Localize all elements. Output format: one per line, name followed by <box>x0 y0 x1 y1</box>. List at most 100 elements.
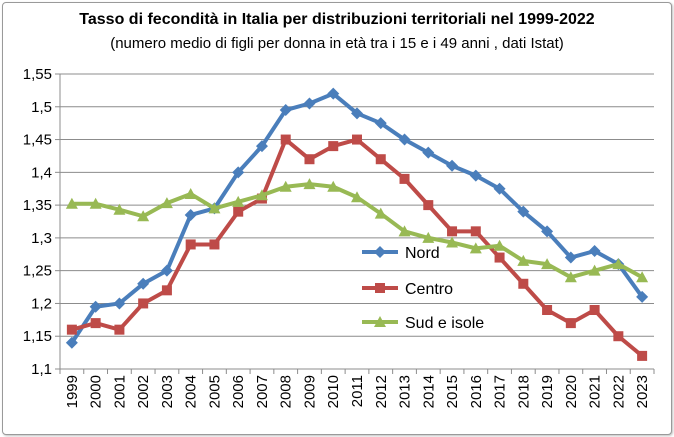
data-point <box>328 141 339 152</box>
data-point <box>588 245 601 257</box>
x-tick-label: 2010 <box>325 375 342 408</box>
data-point <box>588 264 601 276</box>
x-tick-label: 2022 <box>610 375 627 408</box>
data-point <box>209 239 220 250</box>
legend-marker <box>374 246 386 258</box>
legend-label: Nord <box>405 245 440 262</box>
data-point <box>423 200 434 211</box>
data-point <box>469 242 482 254</box>
x-tick-label: 2000 <box>88 375 105 408</box>
data-point <box>185 239 196 250</box>
x-tick-label: 2002 <box>135 375 152 408</box>
data-point <box>208 202 221 214</box>
data-point <box>493 182 506 195</box>
x-tick-label: 2008 <box>278 375 295 408</box>
series-group <box>65 87 649 361</box>
data-point <box>255 189 268 201</box>
x-tick-label: 2021 <box>587 375 604 408</box>
x-tick-label: 2004 <box>183 375 200 408</box>
x-tick-label: 2013 <box>397 375 414 408</box>
data-point <box>161 285 172 296</box>
y-tick-label: 1,2 <box>31 295 52 312</box>
y-tick-label: 1,35 <box>23 197 52 214</box>
data-point <box>303 97 316 110</box>
data-point <box>255 140 268 153</box>
data-point <box>137 277 150 290</box>
data-point <box>493 239 506 251</box>
data-point <box>352 134 362 145</box>
data-point <box>422 231 435 243</box>
x-tick-label: 2007 <box>254 375 271 408</box>
data-point <box>303 178 316 190</box>
data-point <box>327 180 340 192</box>
x-tick-label: 2009 <box>301 375 318 408</box>
data-point <box>374 207 387 219</box>
data-point <box>113 203 126 215</box>
y-axis-ticks: 1,1 1,15 1,2 1,25 1,3 1,35 1,4 1,45 1,5 1,55 <box>23 66 60 378</box>
data-point <box>137 210 150 222</box>
x-tick-label: 2020 <box>563 375 580 408</box>
series-line <box>70 91 644 344</box>
x-tick-label: 2023 <box>634 375 651 408</box>
data-point <box>469 169 482 182</box>
data-point <box>66 324 77 335</box>
data-point <box>636 271 649 283</box>
data-point <box>422 146 435 159</box>
x-tick-label: 2014 <box>420 375 437 408</box>
x-tick-label: 2001 <box>111 375 128 408</box>
data-point <box>233 206 244 217</box>
data-point <box>160 197 173 209</box>
data-point <box>565 318 576 329</box>
data-point <box>589 305 600 315</box>
axes <box>59 74 654 370</box>
x-tick-label: 2018 <box>515 375 532 408</box>
data-point <box>446 236 459 248</box>
data-point <box>398 225 411 237</box>
data-point <box>541 258 554 270</box>
data-point <box>304 154 315 165</box>
data-point <box>114 324 125 335</box>
chart-title: Tasso di fecondità in Italia per distrib… <box>79 11 595 28</box>
x-tick-label: 2019 <box>539 375 556 408</box>
legend-marker <box>375 283 385 293</box>
data-point <box>65 197 78 209</box>
legend-label: Sud e isole <box>405 315 484 332</box>
y-tick-label: 1,25 <box>23 263 52 280</box>
data-point <box>374 117 387 130</box>
data-point <box>184 187 197 199</box>
legend-label: Centro <box>405 281 453 298</box>
y-tick-label: 1,5 <box>31 99 52 116</box>
x-tick-label: 2015 <box>444 375 461 408</box>
series-centro <box>66 134 648 361</box>
data-point <box>160 264 173 277</box>
data-point <box>327 87 340 100</box>
data-point <box>446 159 459 172</box>
x-tick-label: 2003 <box>159 375 176 408</box>
data-point <box>447 226 458 237</box>
data-point <box>351 191 363 203</box>
y-tick-label: 1,1 <box>31 361 52 378</box>
data-point <box>375 154 386 165</box>
data-point <box>89 197 102 209</box>
data-point <box>138 298 149 309</box>
data-point <box>564 271 577 283</box>
data-point <box>518 278 529 289</box>
x-tick-label: 2005 <box>206 375 223 408</box>
data-point <box>89 300 102 313</box>
data-point <box>279 180 292 192</box>
legend-marker <box>374 316 386 327</box>
x-tick-label: 2017 <box>492 375 509 408</box>
data-point <box>637 350 648 361</box>
x-tick-label: 2006 <box>230 375 247 408</box>
data-point <box>398 133 411 146</box>
legend: Nord Centro Sud e isole <box>362 245 484 332</box>
y-tick-label: 1,3 <box>31 230 52 247</box>
data-point <box>65 336 78 349</box>
data-point <box>113 297 126 310</box>
data-point <box>279 104 292 117</box>
data-point <box>517 205 530 218</box>
data-point <box>232 166 245 179</box>
data-point <box>517 254 530 266</box>
data-point <box>541 225 554 238</box>
